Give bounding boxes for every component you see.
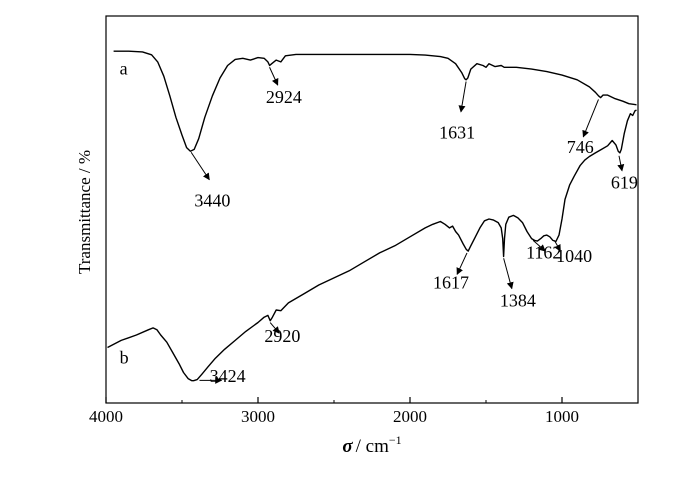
x-tick-label: 1000 bbox=[545, 407, 579, 426]
annotation-label: 1040 bbox=[556, 246, 592, 266]
annotation-arrow bbox=[532, 240, 546, 252]
plot-frame bbox=[105, 15, 639, 404]
x-ticks: 4000 3000 2000 1000 bbox=[89, 397, 579, 426]
curve-label-b: b bbox=[120, 348, 129, 368]
x-tick-label: 3000 bbox=[241, 407, 275, 426]
annotation-label: 1384 bbox=[500, 290, 536, 310]
curve-label-a: a bbox=[120, 58, 128, 78]
series-line-b bbox=[107, 109, 637, 382]
annotation-label: 2920 bbox=[264, 326, 300, 346]
annotation-arrow bbox=[503, 258, 514, 290]
y-axis-label: Transmittance / % bbox=[75, 150, 94, 274]
annotation-arrow bbox=[458, 81, 467, 113]
annotation-label: 2924 bbox=[266, 87, 302, 107]
series-layer: ab bbox=[107, 50, 637, 382]
annotation-label: 1162 bbox=[526, 242, 561, 262]
annotation-arrow bbox=[553, 240, 561, 252]
annotation-label: 1617 bbox=[433, 273, 469, 293]
annotation-arrow bbox=[190, 151, 210, 181]
annotation-arrow bbox=[456, 252, 468, 275]
series-line-a bbox=[113, 50, 637, 152]
x-axis-unit: / cm bbox=[356, 436, 389, 457]
x-tick-label: 2000 bbox=[393, 407, 427, 426]
annotation-label: 3440 bbox=[194, 191, 230, 211]
annotation-label: 1631 bbox=[439, 123, 475, 143]
annotation-arrow bbox=[269, 67, 279, 86]
annotation-arrow bbox=[269, 322, 280, 334]
annotation-arrow bbox=[582, 99, 599, 138]
x-tick-label: 4000 bbox=[89, 407, 123, 426]
x-axis-symbol: σ bbox=[342, 436, 353, 457]
annotation-label: 3424 bbox=[210, 366, 246, 386]
annotation-label: 746 bbox=[567, 137, 594, 157]
x-axis-label: σ / cm−1 bbox=[342, 433, 401, 457]
annotation-arrow bbox=[617, 155, 625, 172]
annotation-label: 619 bbox=[611, 173, 638, 193]
x-axis-exponent: −1 bbox=[389, 433, 402, 447]
